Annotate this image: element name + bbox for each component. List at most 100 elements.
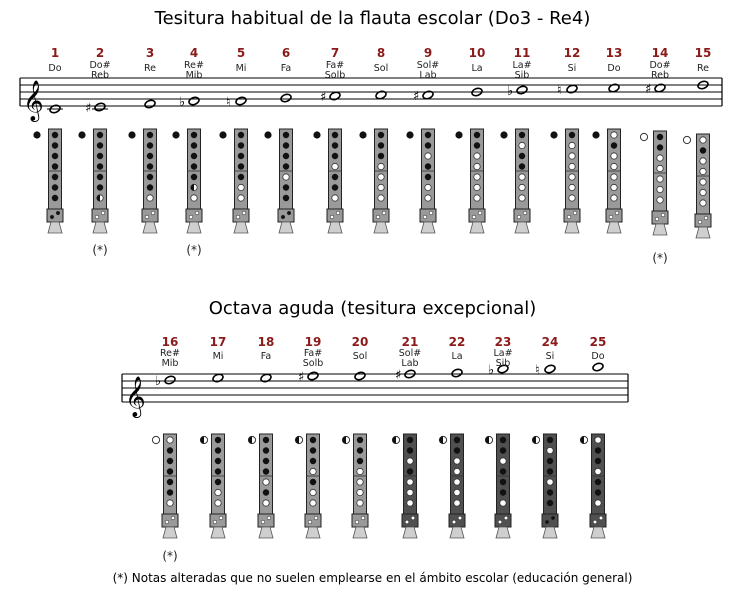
note-name: Reb [90, 70, 110, 81]
recorder-fingering [247, 433, 275, 539]
note-head: ♯ [320, 90, 341, 105]
svg-text:♯: ♯ [413, 89, 419, 104]
note-name: Sib [495, 358, 511, 369]
staff-top [19, 77, 723, 107]
note-name: Mi [235, 63, 247, 74]
note-name: Re [696, 63, 710, 74]
note-name: Fa# [303, 348, 323, 359]
note-name: Fa [260, 351, 272, 362]
thumb-open-icon [151, 435, 161, 445]
altered-note-marker: (*) [186, 243, 202, 257]
thumb-closed-icon [500, 131, 508, 139]
thumb-closed-icon [550, 131, 558, 139]
recorder-fingering [264, 128, 295, 234]
svg-text:♮: ♮ [535, 363, 540, 378]
note-name: Sol# [398, 348, 422, 359]
note-name: Do [607, 63, 621, 74]
thumb-open-icon [682, 135, 692, 145]
note-number: 6 [281, 46, 291, 60]
note-name: Re [143, 63, 157, 74]
note-number: 22 [448, 335, 466, 349]
recorder-fingering [219, 128, 250, 234]
note-head [47, 104, 63, 114]
svg-text:♭: ♭ [179, 95, 185, 110]
recorder-fingering [78, 128, 109, 234]
note-head: ♯ [298, 370, 319, 385]
thumb-closed-icon [359, 131, 367, 139]
note-name: Sib [514, 70, 530, 81]
note-name: La [451, 351, 463, 362]
note-name: Solb [324, 70, 346, 81]
note-number: 25 [589, 335, 607, 349]
note-head [212, 373, 224, 383]
note-head [697, 80, 709, 90]
altered-note-marker: (*) [92, 243, 108, 257]
note-name: Mi [212, 351, 224, 362]
note-number: 21 [401, 335, 419, 349]
note-number: 2 [95, 46, 105, 60]
recorder-fingering [406, 128, 437, 234]
note-number: 11 [513, 46, 531, 60]
note-name: Lab [419, 70, 437, 81]
note-head: ♯ [85, 101, 108, 116]
svg-text:♯: ♯ [85, 101, 91, 116]
treble-clef-icon: 𝄞 [23, 81, 44, 122]
title-high-octave: Octava aguda (tesitura excepcional) [208, 298, 537, 319]
recorder-fingering [592, 128, 623, 234]
recorder-fingering [438, 433, 466, 539]
recorder-fingering [199, 433, 227, 539]
note-number: 10 [468, 46, 486, 60]
note-name: Do [48, 63, 62, 74]
svg-text:♯: ♯ [395, 368, 401, 383]
note-name: Solb [302, 358, 324, 369]
note-name: Re# [184, 60, 204, 71]
note-number: 16 [161, 335, 179, 349]
title-usual-range: Tesitura habitual de la flauta escolar (… [154, 8, 591, 29]
thumb-open-icon [639, 132, 649, 142]
note-head [354, 371, 366, 381]
note-head: ♯ [645, 82, 666, 97]
thumb-closed-icon [33, 131, 41, 139]
recorder-fingering [500, 128, 531, 234]
thumb-closed-icon [128, 131, 136, 139]
recorder-fingering [639, 130, 669, 236]
note-name: Do# [89, 60, 111, 71]
recorder-fingering [579, 433, 607, 539]
treble-clef-icon: 𝄞 [125, 377, 146, 418]
altered-note-marker: (*) [162, 549, 178, 563]
note-name: La [471, 63, 483, 74]
note-number: 20 [351, 335, 369, 349]
note-name: Do [591, 351, 605, 362]
note-number: 17 [209, 335, 227, 349]
note-head: ♭ [179, 95, 200, 110]
note-name: Sol [352, 351, 368, 362]
note-number: 1 [50, 46, 60, 60]
thumb-closed-icon [313, 131, 321, 139]
footnote: (*) Notas alteradas que no suelen emplea… [112, 571, 633, 585]
note-name: Fa# [325, 60, 345, 71]
thumb-closed-icon [219, 131, 227, 139]
thumb-closed-icon [264, 131, 272, 139]
recorder-fingering [682, 133, 712, 239]
note-name: Fa [280, 63, 292, 74]
thumb-closed-icon [455, 131, 463, 139]
note-number: 8 [376, 46, 386, 60]
note-number: 4 [189, 46, 199, 60]
thumb-closed-icon [172, 131, 180, 139]
note-number: 14 [651, 46, 669, 60]
thumb-closed-icon [406, 131, 414, 139]
note-number: 23 [494, 335, 512, 349]
note-head: ♭ [507, 84, 528, 99]
note-number: 12 [563, 46, 581, 60]
note-head: ♮ [535, 363, 558, 378]
note-name: La# [493, 348, 513, 359]
note-number: 9 [423, 46, 433, 60]
note-number: 13 [605, 46, 623, 60]
note-head [608, 83, 620, 93]
recorder-fingering [484, 433, 512, 539]
altered-note-marker: (*) [652, 251, 668, 265]
note-name: Mib [185, 70, 203, 81]
note-number: 18 [257, 335, 275, 349]
note-name: La# [512, 60, 532, 71]
